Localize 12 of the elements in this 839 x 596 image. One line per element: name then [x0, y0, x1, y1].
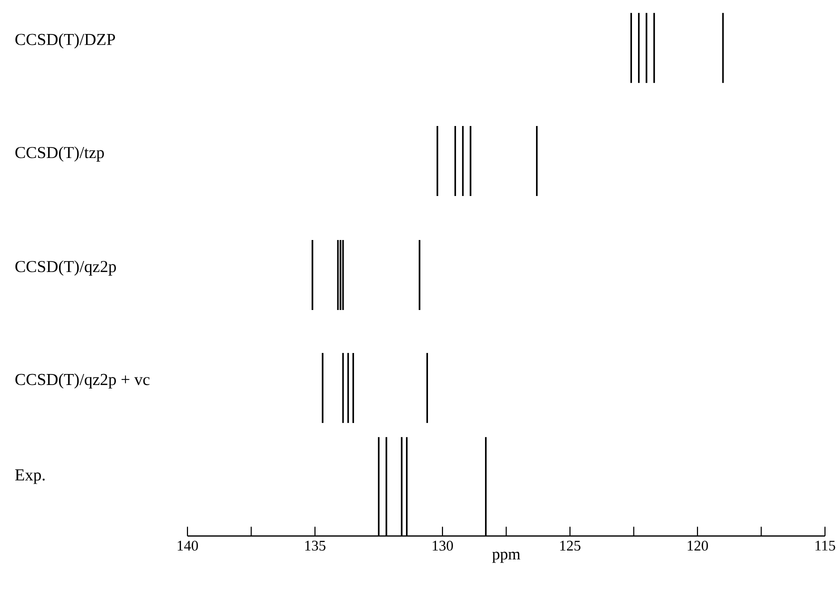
y-axis-title: CCSD(T)/DZP — [15, 33, 115, 48]
x-tick-label: 135 — [305, 540, 326, 551]
y-axis-title: Exp. — [15, 469, 45, 484]
y-axis-title: CCSD(T)/tzp — [15, 146, 104, 162]
y-axis-title: CCSD(T)/qz2p + vc — [15, 373, 150, 388]
x-tick-label: 125 — [560, 540, 580, 551]
x-tick-label: 120 — [688, 540, 708, 551]
x-tick-label: 130 — [432, 540, 453, 551]
y-axis-title: CCSD(T)/qz2p — [15, 260, 116, 276]
x-axis-title: ppm — [492, 552, 520, 563]
x-tick-label: 140 — [178, 540, 198, 551]
x-tick-label: 115 — [816, 540, 836, 551]
